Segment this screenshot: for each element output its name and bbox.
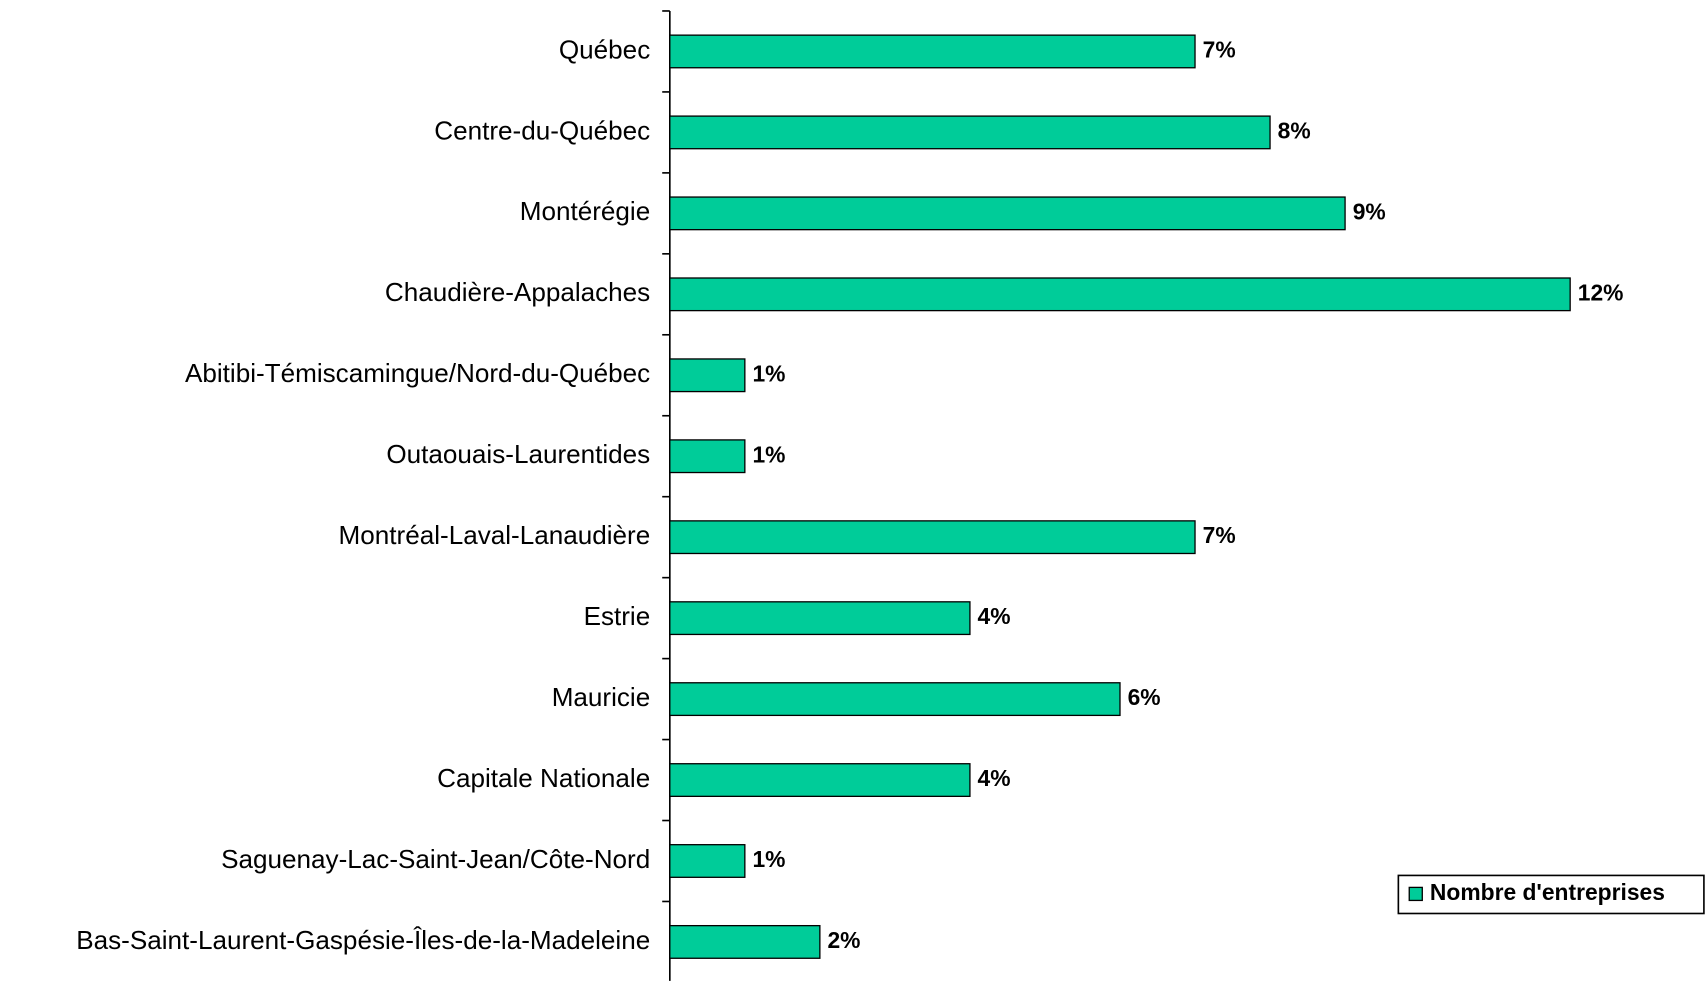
bar [669, 34, 1196, 69]
value-label: 8% [1278, 117, 1311, 143]
category-label: Chaudière-Appalaches [385, 277, 650, 307]
category-label: Montréal-Laval-Lanaudière [339, 520, 651, 550]
category-label: Abitibi-Témiscamingue/Nord-du-Québec [185, 358, 650, 388]
legend-label: Nombre d'entreprises [1430, 879, 1665, 905]
value-label: 7% [1203, 36, 1236, 62]
legend: Nombre d'entreprises [1397, 874, 1705, 915]
category-label: Montérégie [520, 196, 650, 226]
bar [669, 520, 1196, 555]
value-label: 4% [978, 603, 1011, 629]
bar [669, 115, 1271, 150]
value-label: 4% [978, 765, 1011, 791]
value-label: 6% [1128, 684, 1161, 710]
value-label: 12% [1578, 279, 1624, 305]
category-label: Mauricie [552, 682, 651, 712]
bar [669, 277, 1571, 312]
category-label: Centre-du-Québec [434, 115, 650, 145]
value-label: 1% [752, 441, 785, 467]
category-label: Estrie [584, 601, 651, 631]
bar [669, 844, 746, 878]
value-label: 1% [752, 360, 785, 386]
bar [669, 196, 1346, 231]
value-label: 9% [1353, 198, 1386, 224]
category-label: Québec [559, 34, 650, 64]
bar [669, 924, 821, 959]
bar [669, 358, 746, 393]
bar [669, 439, 746, 474]
category-label: Outaouais-Laurentides [386, 439, 650, 469]
bar [669, 763, 971, 798]
category-label: Saguenay-Lac-Saint-Jean/Côte-Nord [221, 844, 650, 874]
value-label: 2% [827, 927, 860, 953]
category-label: Capitale Nationale [437, 763, 650, 793]
value-label: 7% [1203, 522, 1236, 548]
bar [669, 682, 1121, 717]
legend-box [1397, 874, 1705, 915]
legend-swatch [1408, 886, 1423, 902]
bar [669, 601, 971, 636]
value-label: 1% [752, 846, 785, 872]
category-label: Bas-Saint-Laurent-Gaspésie-Îles-de-la-Ma… [76, 925, 650, 955]
